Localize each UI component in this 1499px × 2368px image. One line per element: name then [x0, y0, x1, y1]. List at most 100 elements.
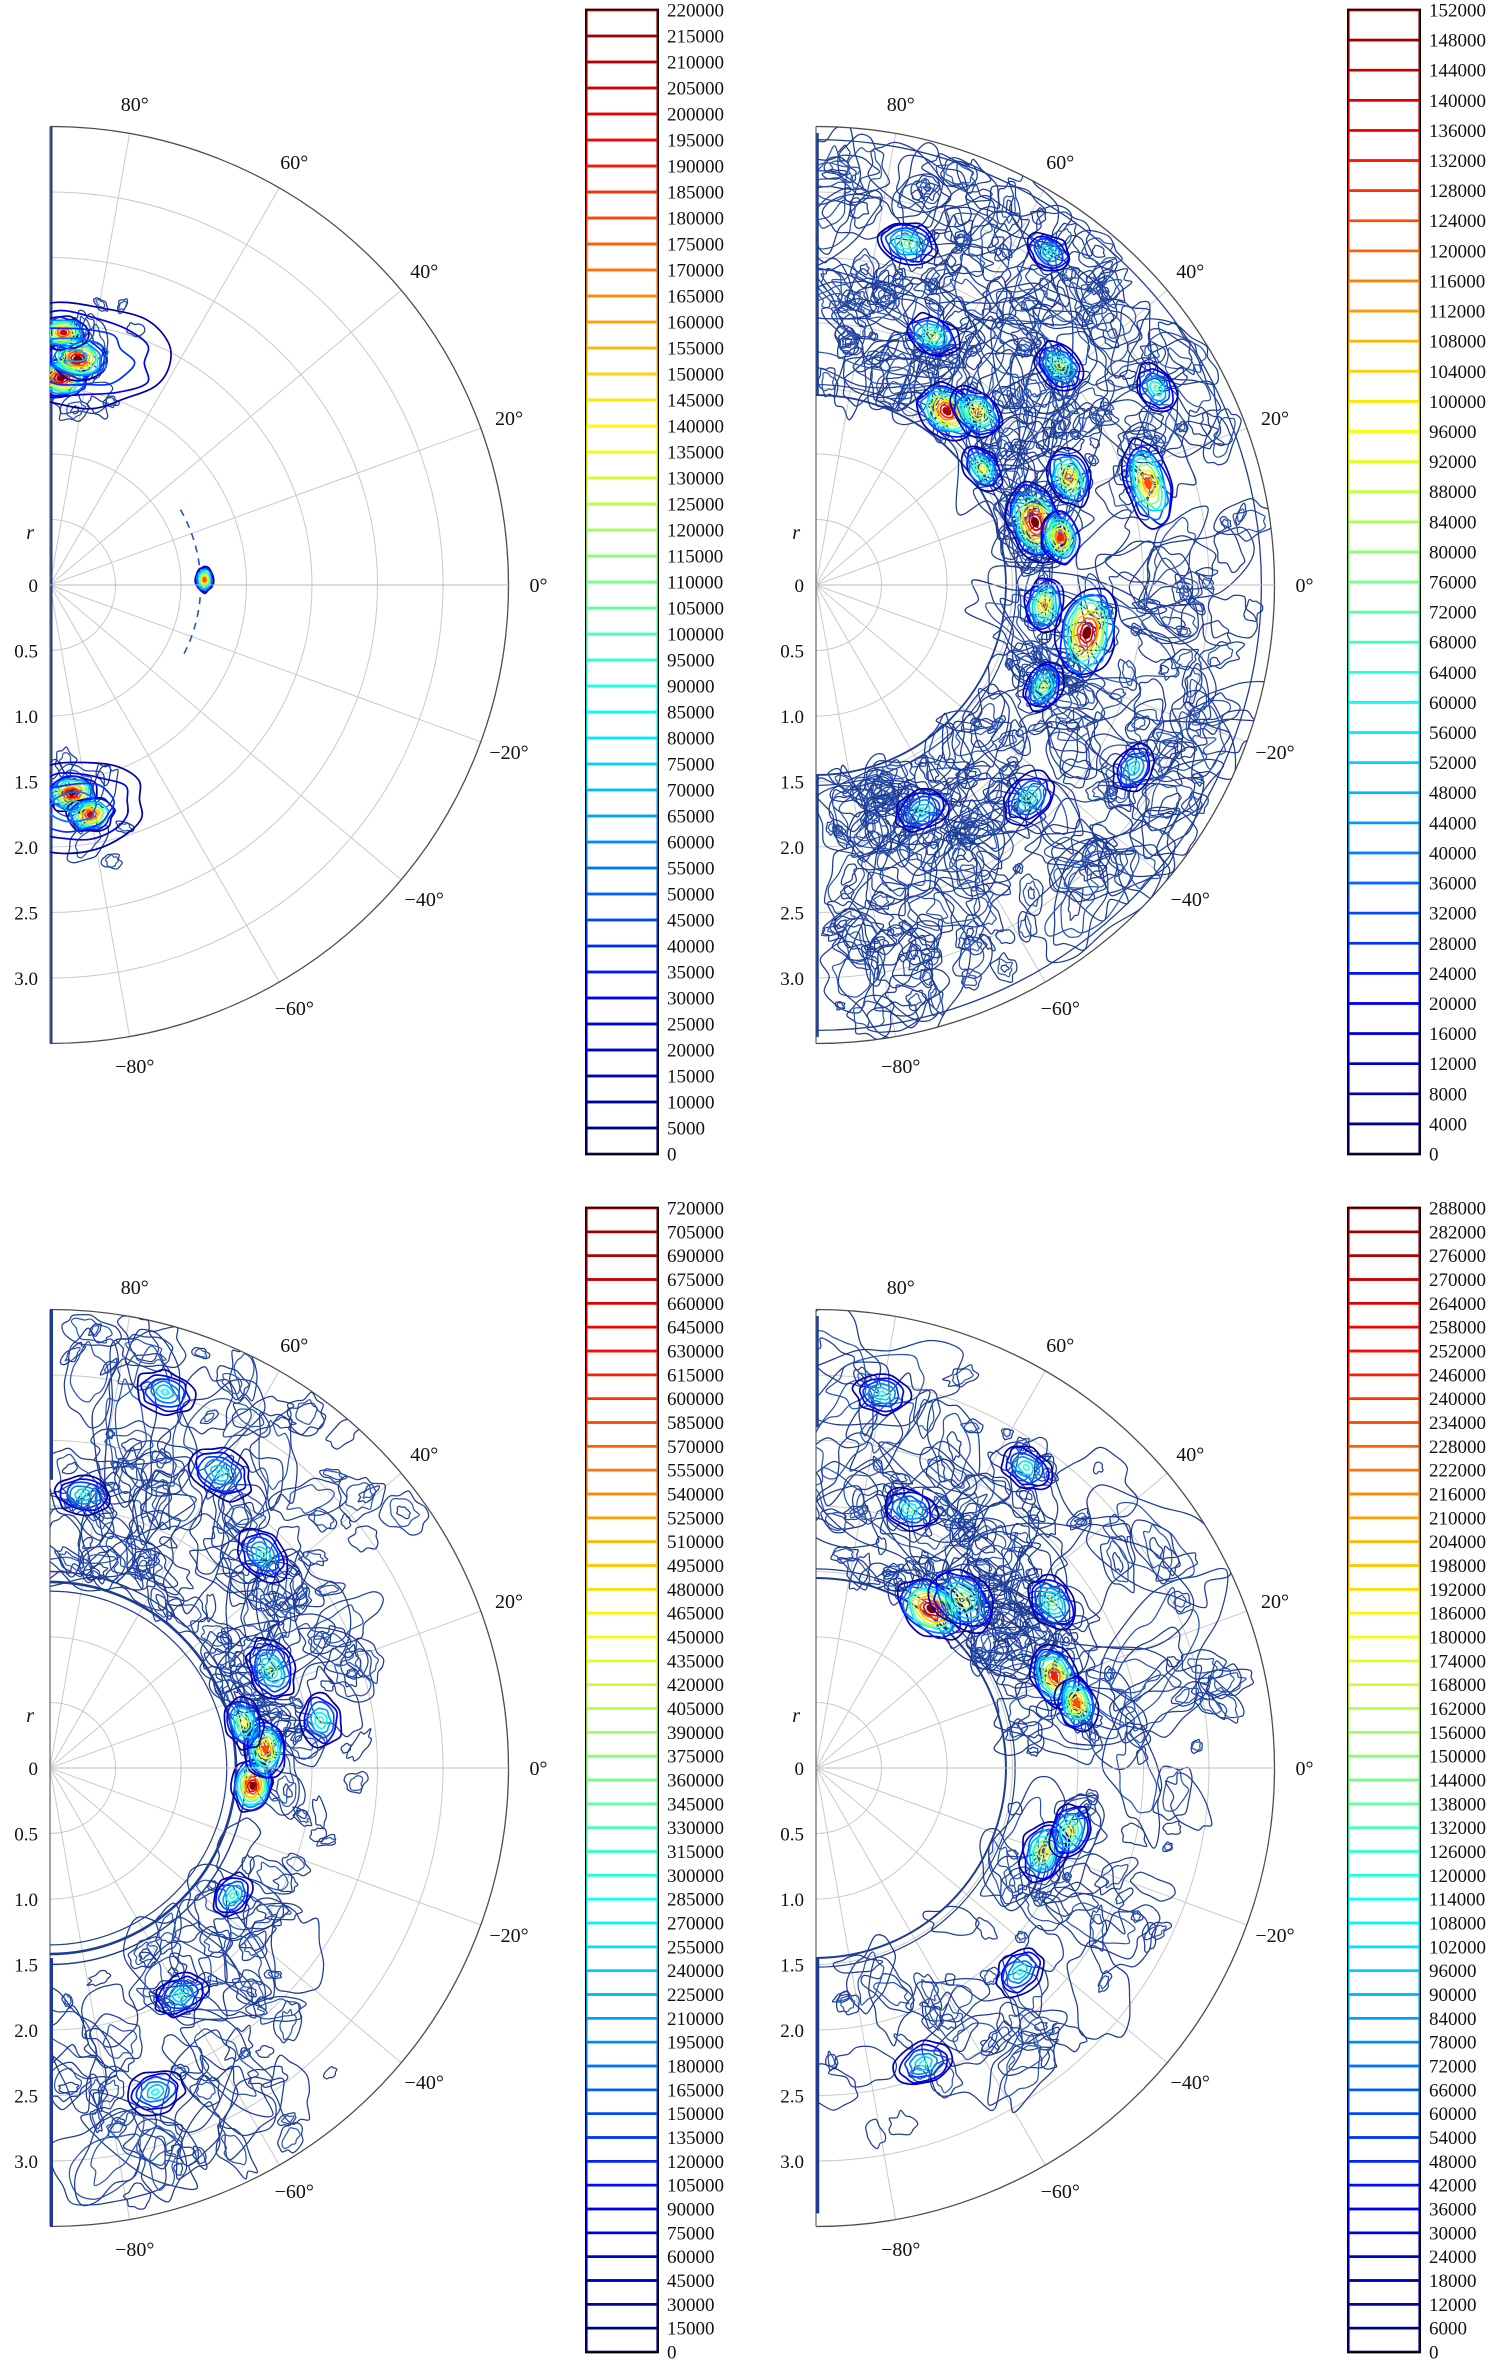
- colorbar-tick-label: 300000: [667, 1866, 724, 1887]
- contour-loop: [1032, 590, 1178, 684]
- radial-tick-label: 1.0: [14, 707, 38, 728]
- contour-loop: [1118, 485, 1137, 506]
- contour-loop: [1034, 2021, 1048, 2032]
- colorbar-svg: 152000 148000 144000 140000 136000 132000 1280…: [1346, 1, 1486, 1166]
- contour-ring: [942, 407, 952, 416]
- contour-loop: [192, 2145, 208, 2171]
- contour-ring: [260, 1656, 283, 1684]
- contour-loop: [122, 2118, 184, 2170]
- colorbar-tick-label: 35000: [667, 963, 715, 984]
- contour-loop: [875, 1535, 887, 1556]
- colorbar-tick-label: 76000: [1429, 573, 1477, 594]
- contour-loop: [1132, 1911, 1142, 1922]
- contour-loop: [252, 1695, 292, 1720]
- contour-ring: [215, 1468, 225, 1477]
- colorbar-tick-label: 435000: [667, 1651, 724, 1672]
- contour-ring: [255, 1651, 286, 1688]
- contour-field: [50, 1309, 430, 2227]
- contour-loop: [907, 927, 942, 959]
- contour-ring: [1044, 518, 1076, 557]
- contour-loop: [266, 1904, 292, 1919]
- contour-loop: [974, 1536, 996, 1554]
- radial-axis-label: r: [792, 522, 800, 544]
- colorbar-tick-label: 15000: [667, 2319, 715, 2340]
- contour-loop: [1003, 2033, 1041, 2097]
- colorbar-tick-label: 48000: [1429, 2152, 1477, 2173]
- contour-ring: [1005, 1446, 1050, 1487]
- contour-ring: [204, 1458, 237, 1486]
- contour-loop: [241, 1854, 255, 1875]
- contour-loop: [960, 693, 1006, 748]
- contour-loop: [842, 1504, 869, 1521]
- contour-loop: [987, 2026, 1060, 2114]
- colorbar-tick-label: 30000: [667, 989, 715, 1010]
- contour-ring: [1149, 380, 1164, 397]
- contour-loop: [861, 808, 881, 827]
- contour-loop: [827, 910, 856, 936]
- colorbar-tick-label: 175000: [667, 235, 724, 256]
- contour-loop: [898, 142, 945, 230]
- colorbar-tick-label: 10000: [667, 1093, 715, 1114]
- contour-loop: [349, 1775, 364, 1791]
- contour-loop: [1000, 1587, 1084, 1680]
- colorbar-top-left: 220000 215000 210000 205000 200000 195000 1900…: [584, 1, 737, 1166]
- contour-loop: [216, 1630, 233, 1650]
- contour-loop: [276, 1775, 297, 1808]
- contour-loop: [164, 2144, 196, 2160]
- contour-loop: [1008, 2014, 1042, 2046]
- colorbar-bottom-right: 288000 282000 276000 270000 264000 258000 2520…: [1346, 1199, 1499, 2364]
- contour-loop: [334, 1661, 372, 1698]
- contour-ring: [1051, 456, 1088, 502]
- contour-field: [816, 1309, 1255, 2214]
- colorbar-tick-label: 24000: [1429, 964, 1477, 985]
- radial-tick-label: 3.0: [780, 2152, 804, 2173]
- colorbar-tick-label: 495000: [667, 1556, 724, 1577]
- contour-loop: [1072, 229, 1123, 270]
- radial-tick-label: 2.0: [780, 838, 804, 859]
- contour-loop: [909, 945, 917, 959]
- contour-loop: [1164, 347, 1212, 408]
- contour-loop: [1048, 228, 1072, 248]
- contour-loop: [1007, 1694, 1050, 1730]
- colorbar-tick-label: 124000: [1429, 211, 1486, 232]
- contour-loop: [1046, 720, 1108, 780]
- contour-loop: [50, 2061, 92, 2103]
- contour-loop: [816, 177, 852, 202]
- colorbar-tick-label: 270000: [1429, 1270, 1486, 1291]
- contour-ring: [1055, 362, 1064, 370]
- contour-loop: [963, 739, 1032, 839]
- contour-loop: [919, 1982, 973, 2022]
- contour-loop: [1006, 1849, 1019, 1860]
- contour-loop: [63, 1993, 72, 2006]
- contour-loop: [256, 1902, 303, 1921]
- contour-loop: [295, 1586, 313, 1615]
- contour-loop: [926, 754, 960, 787]
- contour-ring: [1076, 617, 1098, 648]
- angle-tick-label: −40°: [1171, 2072, 1210, 2094]
- contour-ring: [915, 322, 948, 348]
- contour-loop: [816, 187, 883, 275]
- contour-loop: [914, 756, 978, 803]
- contour-ring: [1038, 1586, 1067, 1619]
- contour-ring: [232, 1707, 255, 1738]
- colorbar-tick-label: 390000: [667, 1723, 724, 1744]
- contour-loop: [193, 1884, 250, 1940]
- contour-loop: [247, 2065, 289, 2088]
- contour-ring: [906, 316, 957, 356]
- contour-ring: [254, 1735, 276, 1764]
- colorbar-tick-label: 64000: [1429, 663, 1477, 684]
- contour-loop: [1005, 1722, 1028, 1742]
- contour-loop: [1173, 741, 1198, 760]
- contour-loop: [816, 2063, 859, 2111]
- radial-tick-label: 0.5: [14, 642, 38, 663]
- contour-loop: [816, 199, 856, 253]
- angle-tick-label: −20°: [1255, 742, 1294, 764]
- contour-loop: [1109, 1586, 1200, 1728]
- contour-loop: [1030, 668, 1053, 702]
- contour-ring: [250, 1541, 277, 1568]
- contour-ring: [898, 236, 917, 250]
- contour-loop: [69, 1340, 109, 1403]
- colorbar-tick-label: 75000: [667, 755, 715, 776]
- contour-loop: [117, 300, 128, 311]
- colorbar-top-right: 152000 148000 144000 140000 136000 132000 1280…: [1346, 1, 1499, 1166]
